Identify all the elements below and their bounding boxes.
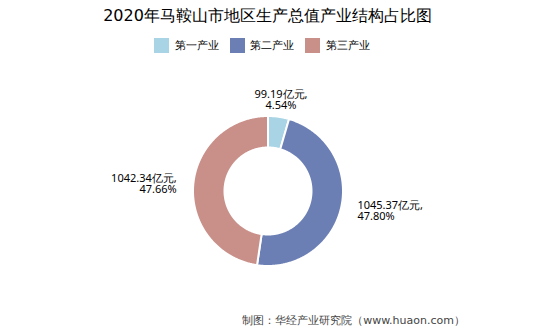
svg-text:1045.37亿元,47.80%: 1045.37亿元,47.80%	[357, 196, 423, 222]
svg-text:1042.34亿元,47.66%: 1042.34亿元,47.66%	[111, 170, 177, 196]
html-text:2020年马鞍山市地区生产总值产业结构占比图: 2020年马鞍山市地区生产总值产业结构占比图	[103, 6, 432, 25]
html-text:第一产业: 第一产业	[174, 39, 219, 52]
html-text:第三产业: 第三产业	[325, 39, 370, 52]
html-text:第二产业: 第二产业	[250, 39, 295, 52]
svg-text:99.19亿元,4.54%: 99.19亿元,4.54%	[254, 86, 307, 112]
html-text:制图：华经产业研究院（www.huaon.com）: 制图：华经产业研究院（www.huaon.com）	[242, 313, 465, 327]
